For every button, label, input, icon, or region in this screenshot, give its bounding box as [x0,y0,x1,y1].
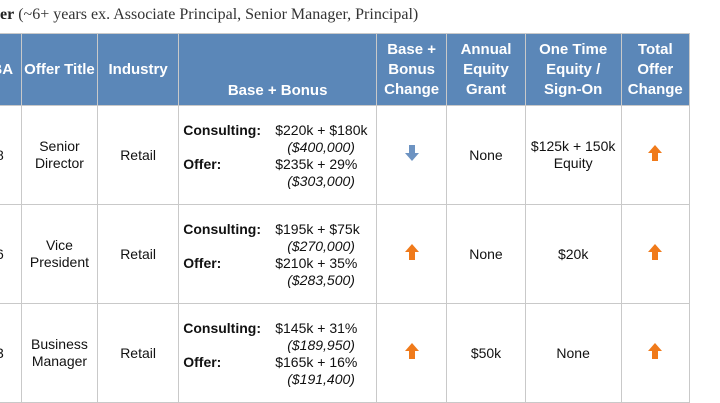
offer-label: Offer: [183,156,222,172]
offer-value: $235k + 29% [275,156,358,172]
offer-value: $210k + 35% [275,255,358,271]
offer-title-cell: Senior Director [20,105,98,205]
header-offer-title: Offer Title [20,33,98,106]
offer-label: Offer: [183,255,222,271]
header-one-time-equity: One Time Equity / Sign-On [524,33,622,106]
caption-bold: er [0,6,15,23]
mba-cell: 08 [0,105,22,205]
annual-equity-cell: None [446,105,526,205]
consulting-label: Consulting: [183,320,261,336]
consulting-total: ($270,000) [287,238,355,254]
up-arrow-icon [646,242,664,262]
base-change-cell [376,303,448,403]
up-arrow-icon [403,341,421,361]
total-change-cell [620,204,691,304]
down-arrow-icon [403,143,421,163]
table-row: 06 Vice President Retail Consulting: $19… [0,204,691,304]
base-bonus-cell: Consulting: $145k + 31% ($189,950) Offer… [178,303,378,403]
consulting-label: Consulting: [183,221,261,237]
header-row: MBA Offer Title Industry Base + Bonus Ba… [0,33,691,106]
base-bonus-cell: Consulting: $220k + $180k ($400,000) Off… [178,105,378,205]
offers-table: MBA Offer Title Industry Base + Bonus Ba… [0,33,691,403]
base-change-cell [376,105,448,205]
offer-label: Offer: [183,354,222,370]
mba-cell: 06 [0,204,22,304]
one-time-equity-cell: $125k + 150k Equity [524,105,622,205]
offer-title-cell: Vice President [20,204,98,304]
mba-cell: 13 [0,303,22,403]
one-time-equity-cell: $20k [524,204,622,304]
offer-title-cell: Business Manager [20,303,98,403]
base-change-cell [376,204,448,304]
base-bonus-cell: Consulting: $195k + $75k ($270,000) Offe… [178,204,378,304]
annual-equity-cell: None [446,204,526,304]
header-total-offer-change: Total Offer Change [620,33,691,106]
up-arrow-icon [403,242,421,262]
one-time-equity-cell: None [524,303,622,403]
up-arrow-icon [646,143,664,163]
offer-total: ($303,000) [287,173,355,189]
header-base-bonus-change: Base + Bonus Change [376,33,448,106]
industry-cell: Retail [96,105,180,205]
industry-cell: Retail [96,204,180,304]
consulting-value: $220k + $180k [275,122,368,138]
total-change-cell [620,303,691,403]
total-change-cell [620,105,691,205]
header-annual-equity: Annual Equity Grant [446,33,526,106]
consulting-total: ($400,000) [287,139,355,155]
consulting-total: ($189,950) [287,337,355,353]
offer-total: ($283,500) [287,272,355,288]
header-industry: Industry [96,33,180,106]
table-caption: er (~6+ years ex. Associate Principal, S… [0,6,418,24]
consulting-value: $195k + $75k [275,221,360,237]
table-row: 13 Business Manager Retail Consulting: $… [0,303,691,403]
header-base-bonus: Base + Bonus [178,33,378,106]
annual-equity-cell: $50k [446,303,526,403]
table-row: 08 Senior Director Retail Consulting: $2… [0,105,691,205]
industry-cell: Retail [96,303,180,403]
caption-text: (~6+ years ex. Associate Principal, Seni… [14,6,419,23]
offer-total: ($191,400) [287,371,355,387]
header-mba: MBA [0,33,22,106]
up-arrow-icon [646,341,664,361]
consulting-value: $145k + 31% [275,320,358,336]
consulting-label: Consulting: [183,122,261,138]
offer-value: $165k + 16% [275,354,358,370]
